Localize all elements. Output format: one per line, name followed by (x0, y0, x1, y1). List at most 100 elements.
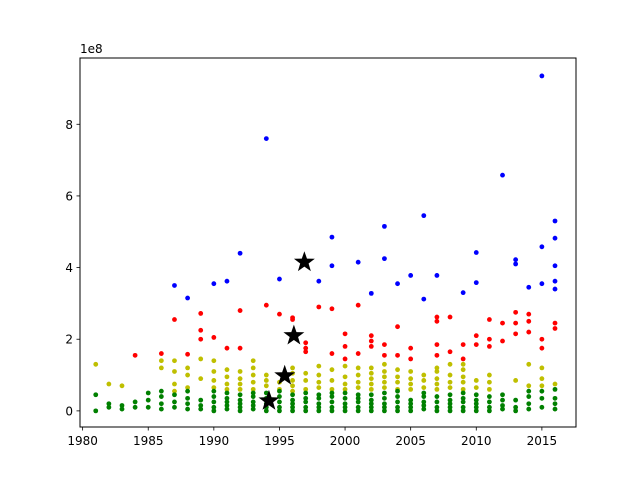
data-point (303, 378, 309, 383)
star-marker (283, 324, 305, 345)
data-point (408, 356, 414, 362)
data-point (539, 244, 545, 250)
data-point (460, 408, 466, 414)
data-point (408, 408, 414, 414)
data-point (172, 399, 177, 405)
data-point (342, 401, 348, 407)
data-point (211, 404, 217, 410)
data-point (382, 361, 387, 367)
data-point (486, 372, 492, 378)
data-point (539, 73, 545, 79)
data-point (224, 374, 230, 380)
data-point (172, 358, 177, 364)
data-point (93, 408, 99, 414)
data-point (158, 365, 164, 371)
data-point (303, 349, 309, 355)
data-point (342, 331, 348, 337)
y-tick-label: 6 (65, 189, 73, 203)
data-point (263, 383, 269, 389)
data-point (290, 404, 295, 410)
data-point (224, 390, 230, 396)
data-point (408, 376, 414, 382)
data-point (539, 383, 545, 389)
data-point (473, 333, 479, 339)
data-point (277, 408, 282, 414)
data-point (316, 385, 322, 390)
data-point (500, 172, 505, 178)
data-point (185, 351, 190, 357)
data-point (421, 372, 427, 378)
data-point (395, 367, 400, 373)
x-tick-label: 2015 (527, 434, 558, 448)
data-point (447, 392, 453, 398)
data-point (290, 383, 295, 389)
data-point (513, 397, 519, 403)
star-marker (293, 251, 315, 272)
data-point (316, 363, 322, 369)
data-point (473, 385, 479, 390)
data-point (158, 401, 164, 407)
data-point (329, 386, 335, 392)
data-point (211, 281, 217, 287)
star-marker (258, 389, 280, 410)
data-point (486, 379, 492, 385)
data-point (145, 390, 151, 396)
data-point (250, 386, 256, 392)
data-point (395, 388, 400, 394)
data-point (185, 372, 190, 378)
data-point (158, 358, 164, 364)
data-point (408, 381, 414, 387)
x-tick-label: 1995 (264, 434, 295, 448)
data-point (552, 395, 558, 401)
data-point (355, 351, 361, 356)
data-point (460, 342, 466, 348)
data-point (486, 317, 492, 322)
data-point (342, 395, 348, 401)
data-point (434, 399, 440, 405)
data-point (198, 376, 204, 382)
data-point (434, 352, 440, 358)
data-point (185, 365, 190, 371)
data-point (355, 302, 361, 308)
x-tick-label: 1990 (199, 434, 230, 448)
data-point (552, 381, 558, 387)
data-point (368, 290, 374, 296)
data-point (329, 404, 335, 410)
data-point (513, 408, 519, 414)
data-point (198, 397, 204, 403)
data-point (172, 381, 177, 387)
data-point (132, 404, 138, 410)
data-point (500, 406, 505, 412)
data-point (473, 392, 479, 398)
data-point (434, 318, 440, 324)
data-point (486, 404, 492, 410)
data-point (408, 397, 414, 403)
data-point (303, 390, 309, 396)
data-point (329, 306, 335, 312)
data-point (198, 356, 204, 362)
data-point (145, 404, 151, 410)
data-point (224, 403, 230, 408)
y-tick-label: 2 (65, 333, 73, 347)
data-point (526, 284, 532, 290)
data-point (500, 338, 505, 344)
data-point (421, 378, 427, 383)
data-point (237, 369, 243, 374)
data-point (93, 361, 99, 367)
data-point (395, 281, 400, 287)
data-point (185, 395, 190, 401)
data-point (486, 408, 492, 414)
data-point (172, 404, 177, 410)
data-point (460, 390, 466, 396)
data-point (316, 304, 322, 310)
data-point (539, 404, 545, 410)
data-point (224, 386, 230, 392)
data-point (382, 390, 387, 396)
data-point (237, 381, 243, 387)
data-point (552, 263, 558, 269)
data-point (500, 397, 505, 403)
data-point (329, 408, 335, 414)
data-point (368, 370, 374, 376)
data-point (552, 218, 558, 224)
x-tick-label: 1985 (133, 434, 164, 448)
